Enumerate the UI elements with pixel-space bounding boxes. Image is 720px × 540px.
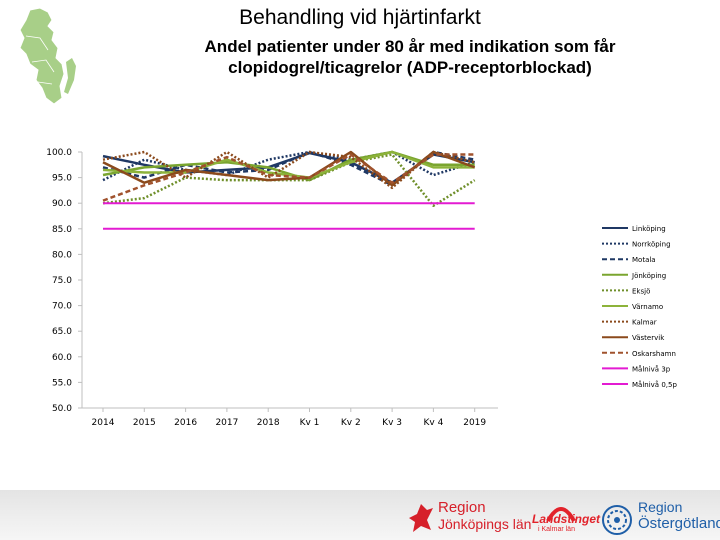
y-tick-label: 50.0 [52, 404, 72, 414]
legend-label-2: Motala [632, 256, 656, 264]
y-tick-label: 75.0 [52, 276, 72, 286]
y-tick-label: 100.0 [46, 148, 72, 158]
subtitle-line-2: clopidogrel/ticagrelor (ADP-receptorbloc… [228, 58, 592, 77]
legend-label-5: Värnamo [632, 303, 663, 311]
x-tick-label: 2015 [133, 418, 156, 428]
x-tick-label: 2016 [174, 418, 197, 428]
x-tick-label: Kv 3 [382, 418, 402, 428]
legend-label-9: Målnivå 3p [632, 364, 671, 373]
legend-label-1: Norrköping [632, 241, 671, 249]
y-tick-label: 60.0 [52, 353, 72, 363]
y-tick-label: 90.0 [52, 199, 72, 209]
y-tick-label: 55.0 [52, 378, 72, 388]
region-map-illustration [19, 7, 76, 105]
legend-label-0: Linköping [632, 225, 666, 233]
x-tick-label: 2019 [463, 418, 486, 428]
landstinget-kalmar-logo [546, 507, 576, 523]
series-line-6 [102, 150, 476, 190]
logo2-line1: Landstinget [532, 512, 600, 526]
legend-label-3: Jönköping [631, 272, 666, 280]
chart-axes: 100.0 95.0 90.0 85.0 80.0 75.0 70.0 65.0 60.0 55.… [46, 148, 498, 428]
legend-label-4: Eksjö [632, 287, 650, 295]
x-tick-label: Kv 2 [341, 418, 361, 428]
y-tick-label: 70.0 [52, 302, 72, 312]
logo2-line2: i Kalmar län [538, 526, 575, 533]
subtitle-line-1: Andel patienter under 80 år med indikati… [204, 37, 616, 56]
region-jonkoping-logo [409, 504, 433, 532]
x-tick-label: Kv 4 [423, 418, 443, 428]
legend-label-10: Målnivå 0,5p [632, 380, 677, 389]
chart-legend: Linköping Norrköping Motala Jönköping Eksjö V… [602, 225, 677, 389]
x-tick-label: Kv 1 [300, 418, 320, 428]
x-tick-label: 2014 [92, 418, 115, 428]
y-tick-label: 85.0 [52, 225, 72, 235]
series-line-8 [102, 153, 475, 202]
x-tick-label: 2017 [215, 418, 238, 428]
page-title: Behandling vid hjärtinfarkt [239, 6, 481, 29]
x-tick-label: 2018 [257, 418, 280, 428]
logo1-line1: Region [438, 499, 486, 516]
series-line-4 [102, 153, 476, 208]
region-ostergotland-logo [602, 505, 632, 535]
legend-label-6: Kalmar [632, 319, 657, 327]
chart-series [102, 150, 476, 230]
footer-bar [0, 490, 720, 540]
y-tick-label: 95.0 [52, 174, 72, 184]
legend-label-7: Västervik [632, 334, 665, 342]
series-line-5 [102, 150, 475, 179]
line-chart: 100.0 95.0 90.0 85.0 80.0 75.0 70.0 65.0 60.0 55.… [46, 148, 677, 428]
legend-label-8: Oskarshamn [632, 350, 676, 358]
y-tick-label: 80.0 [52, 250, 72, 260]
logo3-line1: Region [638, 499, 683, 515]
page-subtitle: Andel patienter under 80 år med indikati… [150, 36, 670, 78]
y-tick-label: 65.0 [52, 327, 72, 337]
logo3-line2: Östergötland [638, 515, 720, 532]
logo1-line2: Jönköpings län [438, 516, 532, 532]
